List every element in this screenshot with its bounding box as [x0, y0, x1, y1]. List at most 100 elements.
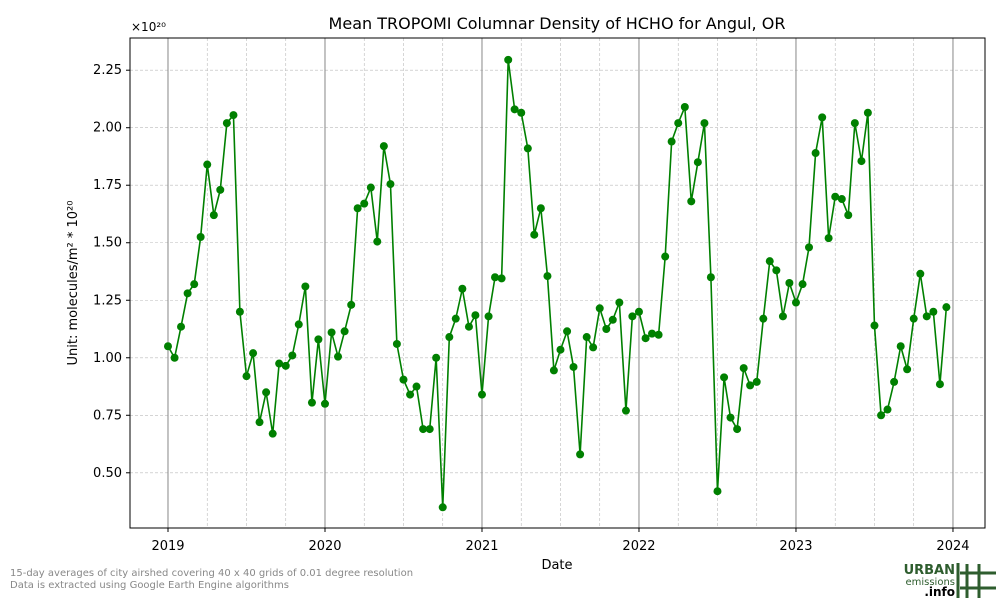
- x-tick-label: 2020: [308, 539, 341, 554]
- footer-note: Data is extracted using Google Earth Eng…: [10, 580, 289, 591]
- point: [818, 113, 827, 122]
- point: [857, 157, 866, 166]
- point: [595, 304, 604, 313]
- point: [451, 314, 460, 323]
- point: [615, 298, 624, 307]
- point: [890, 377, 899, 386]
- point: [608, 315, 617, 324]
- plot-frame: [129, 37, 986, 529]
- point: [235, 307, 244, 316]
- point: [491, 273, 500, 282]
- point: [268, 429, 277, 438]
- point: [288, 351, 297, 360]
- point: [209, 211, 218, 220]
- point: [543, 272, 552, 281]
- point: [850, 119, 859, 128]
- point: [903, 365, 912, 374]
- chart-title: Mean TROPOMI Columnar Density of HCHO fo…: [329, 14, 786, 33]
- point: [183, 289, 192, 298]
- point: [661, 252, 670, 261]
- point: [837, 195, 846, 204]
- point: [700, 119, 709, 128]
- point: [249, 349, 258, 358]
- y-axis-label: Unit: molecules/m² * 10²⁰: [66, 201, 81, 366]
- point: [831, 192, 840, 201]
- point: [569, 362, 578, 371]
- point: [877, 411, 886, 420]
- point: [471, 311, 480, 320]
- point: [582, 333, 591, 342]
- point: [576, 450, 585, 459]
- logo: URBAN emissions .info: [904, 563, 996, 599]
- point: [674, 119, 683, 128]
- point: [870, 321, 879, 330]
- point: [320, 399, 329, 408]
- point: [373, 237, 382, 246]
- point: [883, 405, 892, 414]
- y-offset-label: ×10²⁰: [131, 20, 166, 34]
- y-tick-label: 2.00: [93, 121, 122, 136]
- point: [589, 343, 598, 352]
- point: [484, 312, 493, 321]
- point: [805, 243, 814, 252]
- point: [445, 333, 454, 342]
- point: [406, 390, 415, 399]
- y-tick-label: 1.50: [93, 236, 122, 251]
- point: [262, 388, 271, 397]
- point: [216, 185, 225, 194]
- point: [556, 345, 565, 354]
- point: [275, 359, 284, 368]
- point: [163, 342, 172, 351]
- point: [935, 380, 944, 389]
- point: [517, 108, 526, 117]
- point: [667, 137, 676, 146]
- y-tick-label: 2.25: [93, 63, 122, 78]
- y-tick-label: 1.00: [93, 351, 122, 366]
- x-tick-label: 2024: [936, 539, 969, 554]
- point: [687, 197, 696, 206]
- point: [602, 325, 611, 334]
- point: [563, 327, 572, 336]
- point: [654, 330, 663, 339]
- point: [229, 111, 238, 120]
- logo-text: .info: [924, 585, 955, 599]
- point: [772, 266, 781, 275]
- y-tick-label: 0.50: [93, 466, 122, 481]
- point: [301, 282, 310, 291]
- point: [706, 273, 715, 282]
- point: [798, 280, 807, 289]
- logo-text: emissions: [905, 577, 955, 588]
- point: [399, 375, 408, 384]
- point: [720, 373, 729, 382]
- point: [733, 425, 742, 434]
- point: [752, 377, 761, 386]
- point: [438, 503, 447, 512]
- point: [242, 372, 251, 381]
- point: [353, 204, 362, 213]
- point: [726, 413, 735, 422]
- point: [464, 322, 473, 331]
- point: [203, 160, 212, 169]
- x-tick-label: 2023: [779, 539, 812, 554]
- x-axis-label: Date: [541, 558, 572, 573]
- point: [432, 353, 441, 362]
- point: [196, 232, 205, 241]
- point: [177, 322, 186, 331]
- point: [785, 279, 794, 287]
- point: [641, 334, 650, 343]
- line: [167, 59, 948, 508]
- point: [778, 312, 787, 321]
- point: [170, 353, 179, 362]
- point: [307, 398, 316, 407]
- point: [929, 307, 938, 316]
- point: [366, 183, 375, 192]
- point: [621, 406, 630, 415]
- x-tick-label: 2019: [151, 539, 184, 554]
- point: [549, 366, 558, 375]
- logo-text: URBAN: [904, 563, 955, 578]
- point: [392, 339, 401, 348]
- point: [739, 364, 748, 373]
- y-tick-label: 1.75: [93, 178, 122, 193]
- point: [634, 307, 643, 316]
